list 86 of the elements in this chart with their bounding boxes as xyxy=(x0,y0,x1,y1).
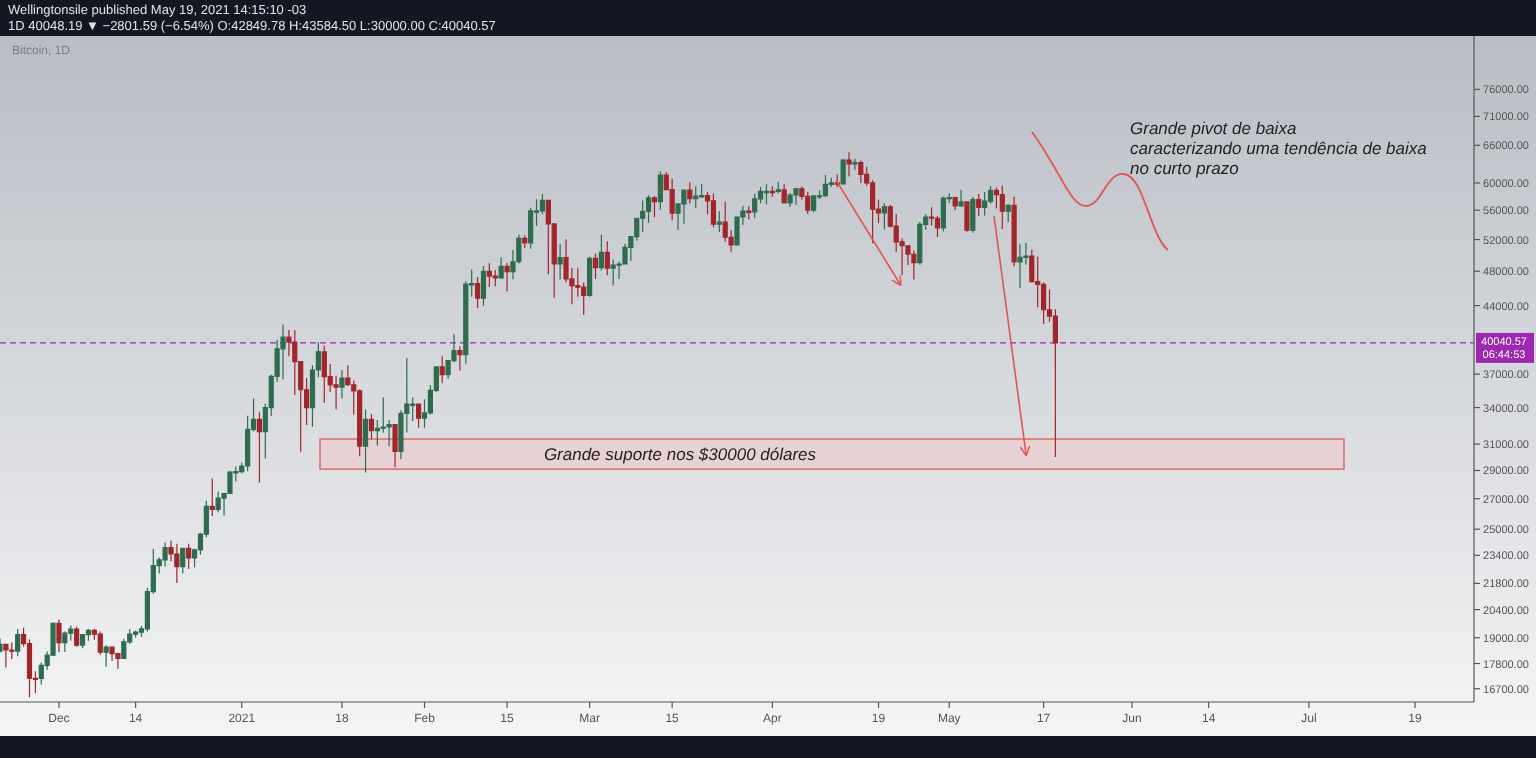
candlestick xyxy=(976,193,982,217)
candlestick xyxy=(486,262,492,288)
candlestick xyxy=(852,158,858,171)
candlestick xyxy=(840,158,846,185)
candlestick xyxy=(982,191,988,217)
candlestick xyxy=(215,490,221,513)
candlestick xyxy=(321,345,327,404)
candlestick xyxy=(79,633,86,649)
candlestick xyxy=(787,192,793,208)
candlestick xyxy=(940,196,946,233)
candlestick xyxy=(362,408,369,474)
candlestick xyxy=(746,205,752,221)
candlestick xyxy=(681,189,687,225)
candlestick xyxy=(74,626,80,648)
candlestick xyxy=(1017,243,1023,289)
candlestick xyxy=(103,644,109,668)
candlestick xyxy=(710,192,717,228)
candlestick xyxy=(587,256,593,298)
candlestick xyxy=(174,543,180,584)
candlestick xyxy=(769,185,775,198)
candlestick xyxy=(109,646,115,662)
candlestick xyxy=(716,210,722,233)
candlestick xyxy=(15,628,21,657)
candlestick xyxy=(604,240,610,276)
candlestick xyxy=(657,170,663,211)
candlestick xyxy=(457,345,463,372)
candlestick xyxy=(958,189,964,208)
candlestick xyxy=(610,258,616,287)
candlestick xyxy=(162,541,168,568)
candlestick xyxy=(3,643,9,669)
candlestick xyxy=(964,201,970,233)
candlestick xyxy=(492,269,498,287)
candlestick xyxy=(763,183,770,205)
candlestick xyxy=(439,355,445,384)
candlestick xyxy=(640,199,646,233)
candlestick xyxy=(115,652,121,670)
candlestick xyxy=(693,185,699,209)
candlestick xyxy=(357,388,363,457)
candlestick xyxy=(752,193,758,219)
candlestick xyxy=(557,243,563,281)
candlestick xyxy=(934,215,941,238)
candlestick xyxy=(598,234,604,271)
candlestick xyxy=(480,265,487,307)
candlestick xyxy=(952,196,958,211)
candlestick xyxy=(999,184,1005,230)
candlestick xyxy=(645,194,652,224)
candlestick xyxy=(970,196,976,234)
annotation: Grande pivot de baixa caracterizando uma tendência de baixa no curto prazo xyxy=(1130,118,1428,178)
candlestick xyxy=(669,178,675,221)
candlestick xyxy=(97,630,103,656)
candlestick xyxy=(793,187,799,206)
candlestick xyxy=(416,403,422,429)
candlestick xyxy=(592,252,599,280)
candlestick xyxy=(775,181,781,194)
candlestick xyxy=(256,411,263,484)
candlestick xyxy=(368,413,375,440)
candlestick xyxy=(392,424,398,468)
candlestick xyxy=(651,195,658,218)
candlestick xyxy=(180,547,186,575)
candlestick xyxy=(85,628,92,642)
candlestick xyxy=(917,221,923,266)
candlestick xyxy=(504,262,510,293)
candlestick xyxy=(911,249,917,281)
candlestick xyxy=(1011,196,1017,267)
candlestick xyxy=(133,629,139,639)
candlestick xyxy=(56,619,62,653)
candlestick xyxy=(186,543,192,570)
candlestick xyxy=(687,181,693,204)
candlestick xyxy=(209,477,215,517)
candlestick xyxy=(805,191,811,215)
candlestick xyxy=(498,256,504,280)
candlestick xyxy=(528,207,534,250)
band-label: Grande suporte nos $30000 dólares xyxy=(543,444,818,465)
candlestick xyxy=(9,641,15,660)
candlestick xyxy=(1005,203,1011,223)
candlestick xyxy=(522,234,528,249)
candlestick xyxy=(858,159,864,184)
candlestick xyxy=(846,151,852,178)
candlestick xyxy=(280,323,286,381)
candlestick xyxy=(811,194,817,213)
candlestick xyxy=(62,630,68,653)
candlestick xyxy=(822,174,829,198)
candlestick xyxy=(339,369,345,399)
candlestick xyxy=(474,276,481,309)
candlestick xyxy=(781,183,787,205)
candlestick xyxy=(881,202,887,231)
